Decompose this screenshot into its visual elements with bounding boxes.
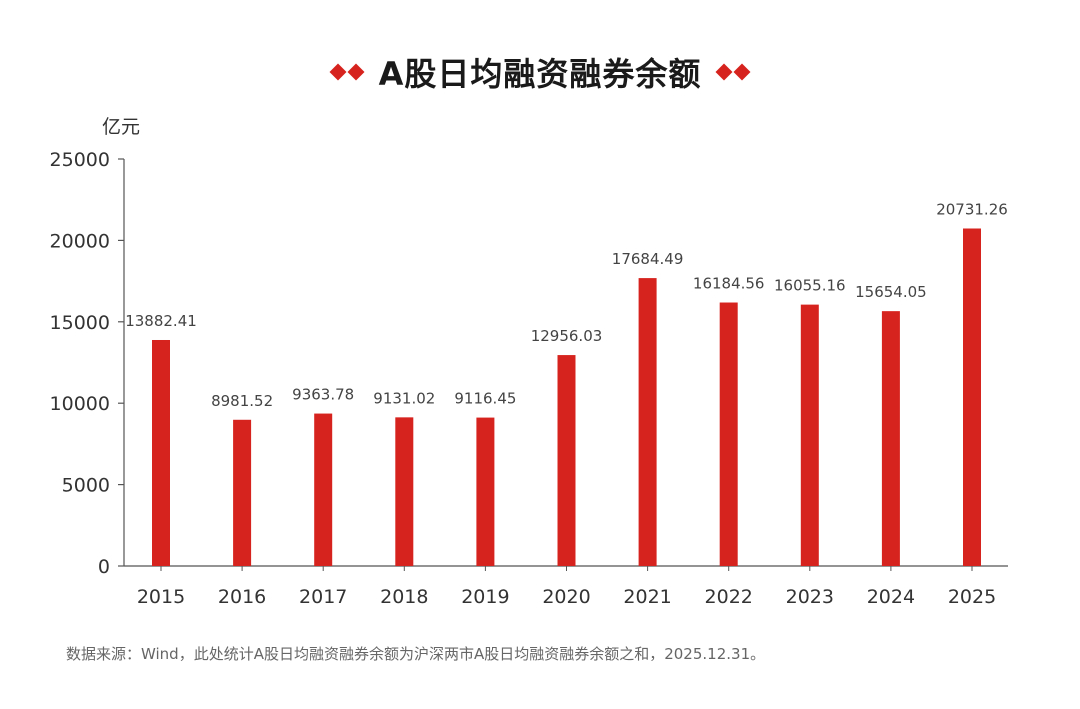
data-label-2017: 9363.78 — [292, 386, 354, 404]
bar-2018 — [395, 417, 414, 566]
data-label-2025: 20731.26 — [936, 200, 1008, 218]
chart-header: A股日均融资融券余额 — [0, 44, 1080, 100]
chart-title: A股日均融资融券余额 — [378, 55, 702, 93]
x-tick-label: 2020 — [542, 586, 590, 608]
y-tick-label: 10000 — [50, 393, 110, 415]
y-tick-label: 25000 — [50, 149, 110, 171]
x-tick-label: 2019 — [461, 586, 509, 608]
data-label-2024: 15654.05 — [855, 283, 927, 301]
data-label-2023: 16055.16 — [774, 277, 846, 295]
axes: 0 5000 10000 15000 20000 25000 2015 2016 2017 201… — [50, 149, 1008, 608]
x-tick-label: 2023 — [786, 586, 834, 608]
x-tick-label: 2016 — [218, 586, 266, 608]
data-label-2021: 17684.49 — [612, 250, 684, 268]
data-label-2020: 12956.03 — [531, 327, 603, 345]
bar-2017 — [314, 413, 333, 566]
bar-2016 — [233, 419, 252, 566]
bar-2020 — [557, 355, 576, 566]
data-label-2015: 13882.41 — [125, 312, 197, 330]
y-tick-label: 15000 — [50, 312, 110, 334]
bar-2023 — [800, 304, 819, 566]
source-footnote: 数据来源：Wind，此处统计A股日均融资融券余额为沪深两市A股日均融资融券余额之… — [66, 645, 766, 663]
data-label-2022: 16184.56 — [693, 275, 765, 293]
bar-2024 — [881, 311, 900, 566]
bar-2019 — [476, 417, 495, 566]
bar-2015 — [152, 339, 170, 566]
bar-2025 — [963, 228, 981, 566]
y-tick-label: 5000 — [62, 475, 110, 497]
bars — [152, 228, 981, 566]
y-tick-label: 20000 — [50, 230, 110, 252]
x-tick-label: 2017 — [299, 586, 347, 608]
x-tick-label: 2015 — [137, 586, 185, 608]
x-tick-label: 2018 — [380, 586, 428, 608]
data-label-2016: 8981.52 — [211, 392, 273, 410]
x-tick-label: 2025 — [948, 586, 996, 608]
y-axis-unit-label: 亿元 — [102, 116, 140, 138]
x-tick-label: 2022 — [705, 586, 753, 608]
x-tick-label: 2024 — [867, 586, 915, 608]
bar-2021 — [638, 278, 657, 566]
data-labels: 13882.41 8981.52 9363.78 9131.02 9116.45 1295… — [125, 200, 1008, 409]
data-label-2019: 9116.45 — [454, 390, 516, 408]
y-tick-label: 0 — [98, 556, 110, 578]
bar-2022 — [719, 302, 738, 566]
data-label-2018: 9131.02 — [373, 389, 435, 407]
x-tick-label: 2021 — [623, 586, 671, 608]
